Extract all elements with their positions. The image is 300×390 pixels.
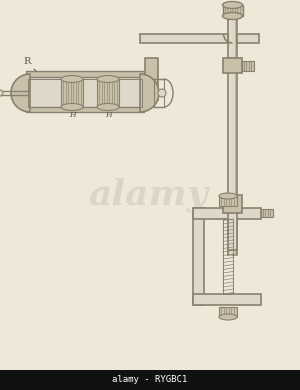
Bar	[26, 107, 144, 112]
Ellipse shape	[0, 90, 3, 96]
Bar	[145, 58, 158, 100]
Bar	[193, 208, 261, 219]
Bar	[223, 58, 242, 73]
Ellipse shape	[219, 193, 237, 199]
Text: H: H	[69, 111, 75, 119]
Bar	[223, 219, 233, 294]
Bar	[28, 74, 142, 112]
Ellipse shape	[223, 2, 242, 9]
Bar	[228, 208, 237, 250]
Bar	[261, 209, 273, 217]
Ellipse shape	[61, 76, 83, 83]
Ellipse shape	[97, 103, 119, 110]
Text: H: H	[105, 111, 111, 119]
Bar	[193, 208, 204, 305]
Wedge shape	[11, 74, 30, 112]
Bar	[0, 370, 300, 390]
Wedge shape	[140, 74, 159, 112]
Bar	[242, 61, 254, 71]
Text: R: R	[23, 57, 31, 66]
Bar	[237, 34, 259, 43]
Ellipse shape	[219, 314, 237, 320]
Bar	[223, 5, 242, 16]
Bar	[228, 7, 237, 255]
Ellipse shape	[97, 76, 119, 83]
Bar	[193, 294, 261, 305]
Bar	[28, 79, 142, 107]
Bar	[223, 195, 242, 213]
Ellipse shape	[61, 103, 83, 110]
Bar	[219, 307, 237, 317]
Bar	[61, 79, 83, 107]
Text: alamy: alamy	[88, 178, 208, 212]
Circle shape	[158, 89, 166, 97]
Ellipse shape	[223, 12, 242, 20]
Bar	[26, 71, 144, 77]
Bar	[154, 79, 164, 107]
Bar	[97, 79, 119, 107]
Text: alamy - RYGBC1: alamy - RYGBC1	[112, 376, 188, 385]
Bar	[140, 34, 228, 43]
Bar	[219, 196, 237, 206]
